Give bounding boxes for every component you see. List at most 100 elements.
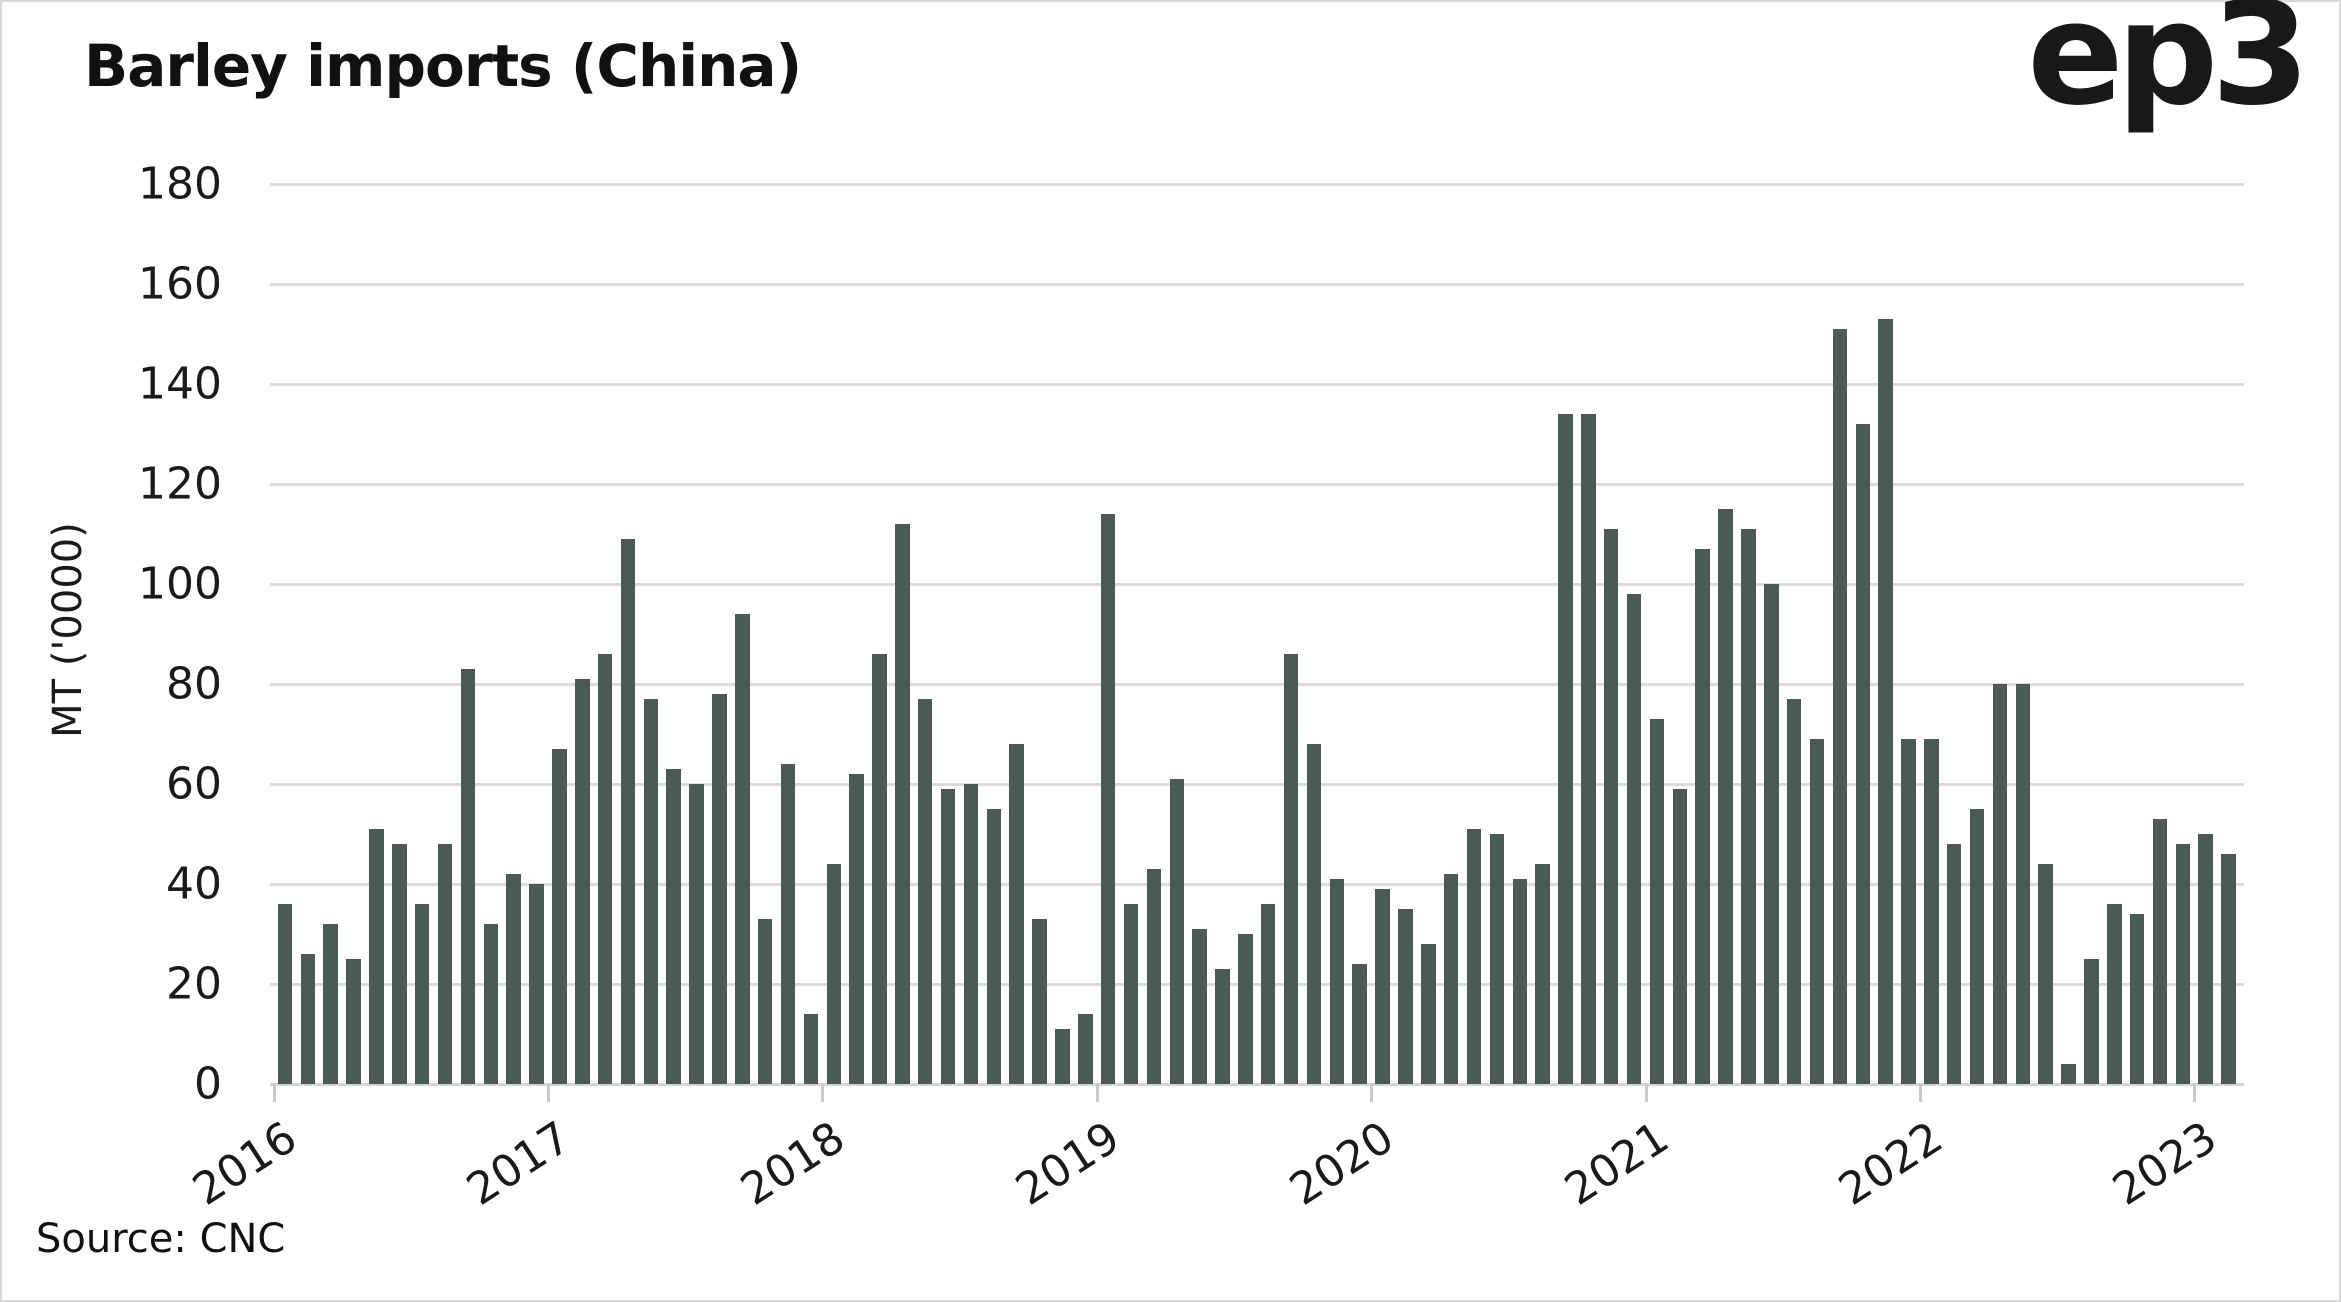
x-axis-tick — [2193, 1084, 2197, 1102]
bar — [1146, 869, 1162, 1084]
y-tick-label: 20 — [166, 958, 222, 1010]
brand-logo: ep3 — [2027, 0, 2310, 137]
gridline — [270, 783, 2244, 786]
gridline — [270, 483, 2244, 486]
bar — [1283, 654, 1299, 1084]
x-axis-tick — [1370, 1084, 1374, 1102]
bar — [1398, 909, 1413, 1084]
bar — [620, 539, 636, 1084]
y-tick-label: 100 — [138, 558, 222, 610]
y-tick-label: 60 — [166, 758, 222, 810]
bar — [2175, 844, 2191, 1084]
bar — [1992, 684, 2008, 1084]
bar — [1306, 744, 1322, 1084]
bar — [437, 844, 453, 1084]
bar — [323, 924, 338, 1084]
bar — [2198, 834, 2213, 1084]
bar — [1078, 1014, 1093, 1084]
bar — [2152, 819, 2168, 1084]
bar — [1192, 929, 1207, 1084]
gridline — [270, 283, 2244, 286]
x-axis-tick — [1918, 1084, 1922, 1102]
chart-title: Barley imports (China) — [84, 32, 802, 100]
x-tick-label: 2022 — [1830, 1112, 1952, 1216]
bar — [826, 864, 842, 1084]
bar — [1718, 509, 1733, 1084]
bar — [575, 679, 590, 1084]
bar — [963, 784, 979, 1084]
bar — [803, 1014, 819, 1084]
bar — [2084, 959, 2099, 1084]
bar — [895, 524, 910, 1084]
bar — [1946, 844, 1962, 1084]
gridline — [270, 583, 2244, 586]
bar — [1535, 864, 1550, 1084]
bar — [529, 884, 544, 1084]
bar — [872, 654, 887, 1084]
bar — [2221, 854, 2236, 1084]
bar — [1215, 969, 1230, 1084]
x-axis-line — [270, 1083, 2244, 1086]
x-tick-label: 2019 — [1006, 1112, 1129, 1216]
bar — [2038, 864, 2053, 1084]
bar — [1603, 529, 1619, 1084]
x-axis-tick — [272, 1084, 276, 1102]
x-tick-label: 2023 — [2104, 1112, 2227, 1216]
bar — [1649, 719, 1665, 1084]
bar — [483, 924, 499, 1084]
bar — [1969, 809, 1985, 1084]
bar — [643, 699, 659, 1084]
y-tick-label: 120 — [138, 458, 222, 510]
bar — [666, 769, 681, 1084]
bar — [369, 829, 384, 1084]
bar — [1329, 879, 1345, 1084]
bar — [506, 874, 521, 1084]
x-axis-tick — [1644, 1084, 1648, 1102]
bar — [1695, 549, 1710, 1084]
bar — [1786, 699, 1802, 1084]
gridline — [270, 883, 2244, 886]
bar — [1924, 739, 1939, 1084]
bar — [1100, 514, 1116, 1084]
bar — [414, 904, 430, 1084]
source-note: Source: CNC — [36, 1216, 286, 1262]
bar — [277, 904, 293, 1084]
bar — [689, 784, 704, 1084]
bar — [1855, 424, 1870, 1084]
bar — [1809, 739, 1825, 1084]
bar — [1352, 964, 1367, 1084]
x-tick-label: 2016 — [183, 1112, 306, 1216]
bar — [392, 844, 407, 1084]
x-tick-label: 2018 — [732, 1112, 855, 1216]
bar — [1741, 529, 1756, 1084]
x-tick-label: 2021 — [1555, 1112, 1678, 1216]
bar — [1672, 789, 1688, 1084]
bar — [986, 809, 1002, 1084]
bar — [1878, 319, 1893, 1084]
bar — [1901, 739, 1916, 1084]
gridline — [270, 183, 2244, 186]
bar — [1626, 594, 1642, 1084]
x-axis-tick — [821, 1084, 825, 1102]
gridline — [270, 383, 2244, 386]
bar — [1764, 584, 1779, 1084]
bar — [1832, 329, 1848, 1084]
bar — [1558, 414, 1573, 1084]
y-tick-label: 140 — [138, 358, 222, 410]
bar — [735, 614, 750, 1084]
x-axis-tick — [1095, 1084, 1099, 1102]
bar — [460, 669, 476, 1084]
bar — [1169, 779, 1185, 1084]
x-tick-label: 2020 — [1281, 1112, 1403, 1216]
bar — [597, 654, 613, 1084]
bar — [1512, 879, 1527, 1084]
bar — [1260, 904, 1276, 1084]
y-tick-label: 0 — [194, 1058, 222, 1110]
bar — [2107, 904, 2122, 1084]
bar — [300, 954, 316, 1084]
gridline — [270, 683, 2244, 686]
bar — [1466, 829, 1482, 1084]
bar — [346, 959, 361, 1084]
bar — [1032, 919, 1047, 1084]
bar — [1581, 414, 1596, 1084]
